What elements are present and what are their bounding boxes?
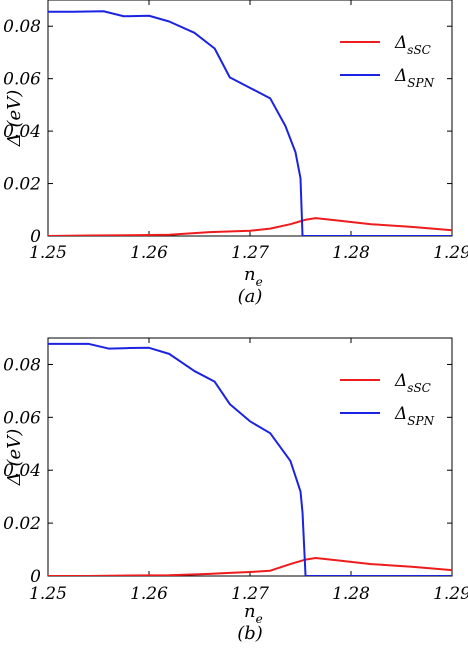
legend-symbol: Δ — [394, 66, 407, 86]
y-axis-label: Δ (eV) — [4, 90, 25, 147]
y-tick-label: 0.02 — [3, 514, 41, 534]
x-axis-label: ne — [244, 264, 263, 289]
x-axis-symbol: n — [244, 264, 256, 285]
series-line-spn — [48, 342, 452, 576]
x-tick-label: 1.28 — [332, 243, 370, 263]
x-tick-label: 1.25 — [29, 584, 67, 604]
legend-label-spn: ΔSPN — [394, 66, 435, 90]
chart-panel-1: 0 0.02 0.04 0.06 0.08 1.25 1.26 1.27 1.28 1.29 ΔsS… — [3, 0, 468, 307]
panel-label: (b) — [237, 623, 263, 644]
x-axis-subscript: e — [256, 612, 263, 626]
x-axis-symbol: n — [244, 601, 256, 622]
x-tick-label: 1.28 — [332, 584, 370, 604]
legend-label-ssc: ΔsSC — [394, 371, 431, 395]
legend-symbol: Δ — [394, 404, 407, 424]
series-line-spn — [48, 10, 452, 236]
legend-symbol: Δ — [394, 33, 407, 53]
x-tick-label: 1.27 — [231, 584, 269, 604]
series-line-ssc — [48, 557, 452, 576]
x-tick-label: 1.25 — [29, 243, 67, 263]
y-tick-label: 0 — [30, 227, 41, 247]
legend-subscript: SPN — [407, 414, 434, 428]
y-tick-label: 0.04 — [3, 461, 41, 481]
y-tick-label: 0 — [30, 567, 41, 587]
panel-label: (a) — [238, 286, 263, 307]
y-axis-label: Δ (eV) — [4, 429, 25, 486]
x-tick-label: 1.29 — [433, 584, 468, 604]
legend-subscript: sSC — [407, 381, 431, 395]
y-tick-label: 0.08 — [3, 355, 41, 375]
y-tick-label: 0.06 — [3, 408, 41, 428]
y-tick-label: 0.04 — [3, 122, 41, 142]
x-tick-label: 1.26 — [130, 584, 168, 604]
x-tick-label: 1.27 — [231, 243, 269, 263]
x-axis-label: ne — [244, 601, 263, 626]
y-tick-label: 0.08 — [3, 17, 41, 37]
legend-subscript: SPN — [407, 76, 434, 90]
y-tick-label: 0.06 — [3, 70, 41, 90]
chart-panel-2: 0 0.02 0.04 0.06 0.08 1.25 1.26 1.27 1.28 1.29 ΔsS… — [3, 337, 468, 644]
y-tick-label: 0.02 — [3, 175, 41, 195]
x-axis-subscript: e — [256, 275, 263, 289]
x-tick-label: 1.26 — [130, 243, 168, 263]
legend-label-ssc: ΔsSC — [394, 33, 431, 57]
plot-frame — [47, 337, 453, 577]
legend-label-spn: ΔSPN — [394, 404, 435, 428]
plot-frame — [47, 0, 453, 237]
legend-symbol: Δ — [394, 371, 407, 391]
series-line-ssc — [48, 217, 452, 236]
x-tick-label: 1.29 — [433, 243, 468, 263]
legend-subscript: sSC — [407, 43, 431, 57]
